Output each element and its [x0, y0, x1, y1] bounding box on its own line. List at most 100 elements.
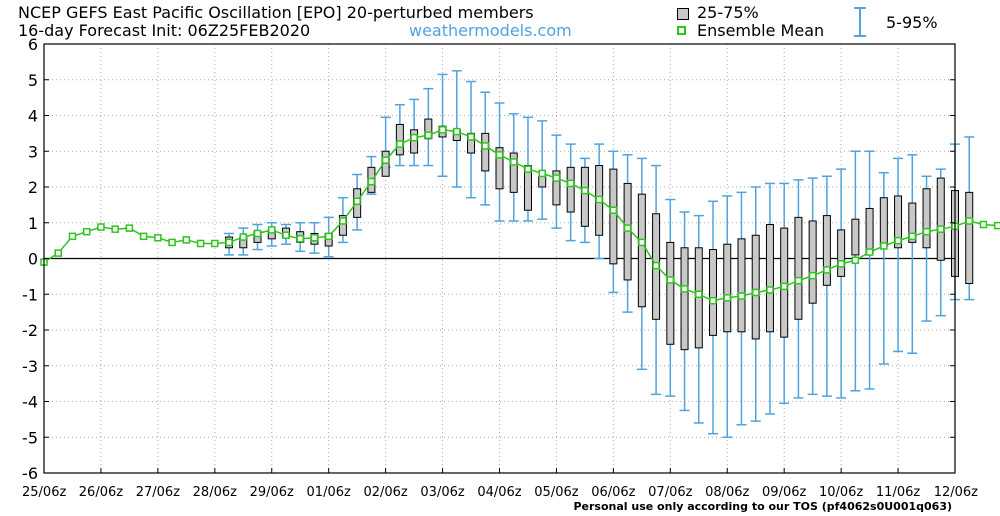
- ensemble-mean-point: [823, 266, 831, 274]
- ensemble-mean-point: [268, 226, 276, 234]
- plot-frame: [43, 43, 956, 474]
- ensemble-mean-point: [652, 261, 660, 270]
- iqr-box: [410, 129, 419, 154]
- ensemble-mean-point: [595, 195, 603, 204]
- ensemble-mean-point: [581, 186, 589, 195]
- ensemble-mean-point: [766, 286, 774, 294]
- iqr-box: [936, 177, 945, 261]
- y-tick-label: 5: [28, 71, 38, 90]
- y-tick-labels: 6 5 4 3 2 1 0 -1 -2 -3 -4 -5 -6: [22, 35, 38, 483]
- ensemble-mean-point: [68, 232, 77, 241]
- x-tick-label: 05/06z: [534, 485, 578, 500]
- iqr-box: [751, 234, 760, 340]
- y-tick-label: -5: [22, 428, 38, 447]
- x-tick-label: 12/06z: [934, 485, 978, 500]
- x-tick-label: 10/06z: [819, 485, 863, 500]
- iqr-box: [737, 238, 746, 333]
- iqr-box: [495, 147, 504, 190]
- y-tick-label: -4: [22, 393, 38, 412]
- iqr-box: [879, 197, 888, 247]
- x-tick-label: 26/06z: [79, 485, 123, 500]
- ensemble-mean-point: [381, 156, 390, 164]
- ensemble-mean-point: [666, 276, 675, 284]
- ensemble-mean-point: [837, 260, 845, 268]
- x-tick-label: 28/06z: [193, 485, 237, 500]
- ensemble-mean-point: [894, 236, 902, 245]
- iqr-box: [637, 193, 646, 308]
- ensemble-mean-point: [82, 227, 91, 236]
- iqr-box: [808, 220, 817, 304]
- ensemble-mean-point: [524, 165, 532, 173]
- ensemble-mean-point: [253, 229, 262, 238]
- brand-watermark: weathermodels.com: [409, 21, 572, 40]
- iqr-box: [922, 188, 931, 249]
- iqr-box: [894, 195, 903, 249]
- x-tick-label: 27/06z: [136, 485, 180, 500]
- iqr-box: [723, 243, 732, 333]
- ensemble-mean-point: [638, 238, 646, 247]
- ensemble-mean-point: [154, 234, 162, 242]
- ensemble-mean-point: [808, 271, 817, 280]
- x-tick-labels: 25/06z 26/06z 27/06z 28/06z 29/06z 01/06z 02/0…: [22, 485, 978, 500]
- y-tick-label: -6: [22, 464, 38, 483]
- y-tick-label: 0: [28, 250, 38, 269]
- ensemble-mean-point: [865, 248, 874, 256]
- ensemble-mean-point: [495, 151, 504, 159]
- x-tick-label: 03/06z: [420, 485, 464, 500]
- iqr-box: [580, 166, 589, 227]
- x-tick-label: 08/06z: [705, 485, 749, 500]
- iqr-box: [865, 207, 874, 254]
- ensemble-mean-point: [239, 233, 248, 241]
- iqr-box: [794, 216, 803, 320]
- ensemble-mean-point: [623, 224, 632, 232]
- usage-credit: Personal use only according to our TOS (…: [573, 500, 952, 513]
- ensemble-mean-point: [851, 256, 860, 265]
- iqr-box: [395, 123, 404, 156]
- ensemble-mean-point: [282, 231, 290, 240]
- ensemble-mean-point: [922, 227, 931, 236]
- ensemble-mean-point: [908, 232, 917, 241]
- y-tick-label: 2: [28, 178, 38, 197]
- ensemble-mean-point: [723, 294, 731, 302]
- legend-whisker-icon: [854, 7, 866, 37]
- iqr-box: [851, 218, 860, 256]
- iqr-box: [709, 249, 718, 336]
- ensemble-mean-point: [509, 158, 518, 166]
- ensemble-mean-point: [324, 232, 333, 241]
- ensemble-mean-point: [97, 223, 105, 231]
- iqr-box: [509, 152, 518, 193]
- x-tick-label: 09/06z: [762, 485, 806, 500]
- ensemble-mean-point: [139, 232, 148, 241]
- iqr-box: [552, 170, 561, 206]
- ensemble-mean-point: [979, 220, 988, 229]
- ensemble-mean-point: [467, 133, 475, 141]
- ensemble-mean-point: [538, 169, 546, 178]
- ensemble-mean-point: [695, 290, 703, 298]
- ensemble-mean-point: [993, 221, 1000, 230]
- x-tick-label: 07/06z: [648, 485, 692, 500]
- x-tick-label: 04/06z: [477, 485, 521, 500]
- ensemble-mean-point: [168, 238, 176, 247]
- ensemble-mean-point: [566, 179, 575, 188]
- ensemble-mean-point: [737, 292, 746, 300]
- y-tick-label: -2: [22, 321, 38, 340]
- legend-box-swatch: [677, 8, 689, 20]
- x-tick-label: 06/06z: [591, 485, 635, 500]
- ensemble-mean-point: [751, 288, 760, 297]
- legend-mean-swatch: [677, 26, 686, 35]
- ensemble-mean-point: [182, 236, 191, 244]
- ensemble-mean-point: [353, 197, 361, 206]
- ensemble-mean-point: [965, 217, 973, 225]
- ensemble-mean-point: [111, 225, 119, 233]
- ensemble-mean-point: [339, 217, 347, 225]
- grid-lines: [44, 44, 955, 473]
- y-tick-label: 6: [28, 35, 38, 54]
- legend-whisker-label: 5-95%: [886, 13, 938, 32]
- forecast-init-label: 16-day Forecast Init: 06Z25FEB2020: [18, 21, 311, 40]
- ensemble-mean-point: [609, 206, 618, 214]
- ensemble-mean-point: [794, 276, 803, 285]
- y-tick-label: -1: [22, 285, 38, 304]
- legend-mean-label: Ensemble Mean: [697, 21, 825, 40]
- ensemble-mean-point: [880, 242, 888, 250]
- iqr-box: [666, 241, 675, 345]
